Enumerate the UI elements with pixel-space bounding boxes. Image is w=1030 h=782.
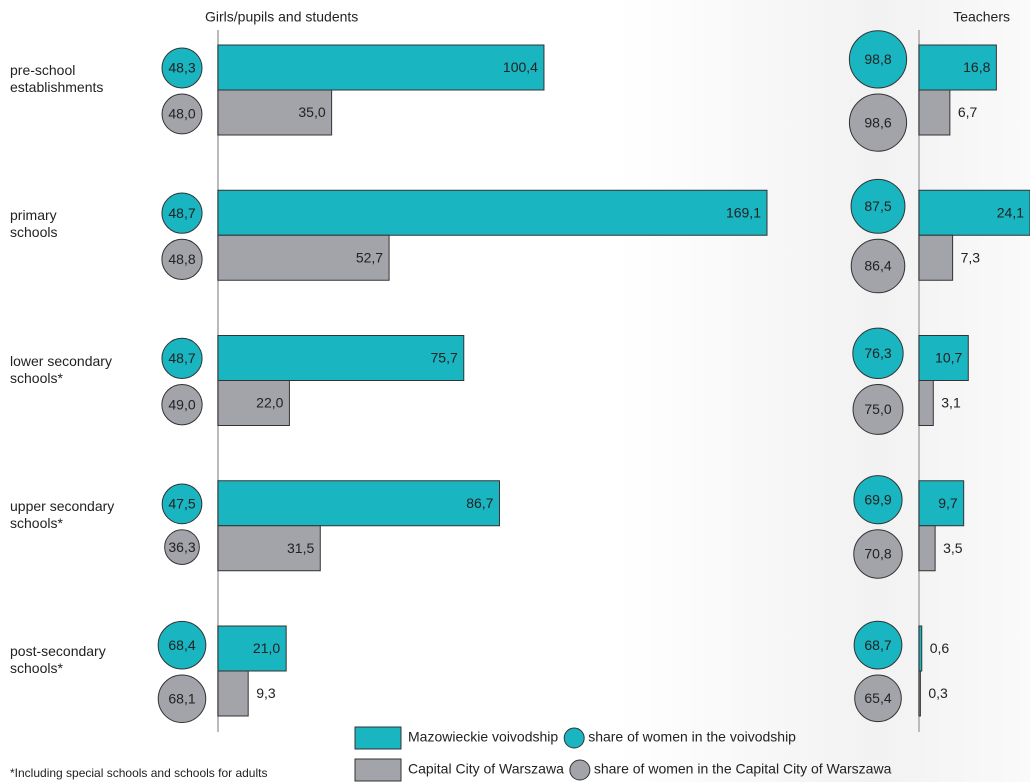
bar: [918, 89, 951, 136]
share-circle: [853, 475, 903, 525]
legend-circle: [563, 727, 585, 749]
category-label: lower secondary schools*: [10, 352, 112, 386]
value-label: 169,1: [726, 204, 761, 220]
legend-swatch: [354, 726, 402, 750]
share-label: 65,4: [864, 690, 891, 706]
share-label: 48,7: [168, 350, 195, 366]
bar: [918, 44, 997, 91]
bar: [918, 670, 921, 717]
share-label: 68,7: [864, 637, 891, 653]
share-circle: [850, 178, 906, 234]
value-label: 9,3: [256, 685, 276, 701]
value-label: 10,7: [935, 350, 962, 366]
share-circle: [161, 483, 203, 525]
category-label: primary schools: [10, 207, 58, 241]
share-label: 48,7: [168, 205, 195, 221]
value-label: 0,3: [928, 685, 948, 701]
bar: [217, 670, 249, 717]
share-label: 36,3: [168, 539, 195, 555]
legend-swatch: [354, 758, 402, 782]
share-label: 47,5: [168, 496, 195, 512]
share-circle: [157, 620, 207, 670]
bar: [217, 234, 390, 281]
bar: [217, 189, 768, 236]
share-circle: [161, 192, 203, 234]
bar: [918, 234, 954, 281]
bar: [217, 89, 333, 136]
share-label: 69,9: [864, 491, 891, 507]
value-label: 3,5: [943, 540, 963, 556]
share-circle: [161, 93, 203, 135]
footnote: *Including special schools and schools f…: [10, 766, 268, 780]
value-label: 86,7: [466, 495, 493, 511]
category-label: pre-school establishments: [10, 62, 104, 95]
bar: [217, 44, 545, 91]
value-label: 75,7: [431, 350, 458, 366]
share-label: 87,5: [864, 198, 891, 214]
share-label: 48,0: [168, 106, 195, 122]
legend-label: share of women in the Capital City of Wa…: [594, 761, 892, 777]
share-label: 98,6: [864, 114, 891, 130]
value-label: 31,5: [287, 540, 314, 556]
value-label: 24,1: [997, 204, 1024, 220]
legend-label: Capital City of Warszawa: [408, 761, 564, 777]
share-circle: [161, 238, 203, 280]
share-label: 68,4: [168, 637, 195, 653]
panel-title: Teachers: [953, 9, 1010, 25]
value-label: 21,0: [253, 640, 280, 656]
share-label: 98,8: [864, 51, 891, 67]
value-label: 22,0: [256, 395, 283, 411]
value-label: 3,1: [941, 395, 961, 411]
share-circle: [157, 674, 207, 724]
share-label: 70,8: [864, 546, 891, 562]
bar: [918, 380, 934, 426]
value-label: 0,6: [930, 640, 950, 656]
share-circle: [848, 30, 908, 89]
value-label: 6,7: [958, 104, 978, 120]
panel-title: Girls/pupils and students: [205, 9, 358, 25]
category-label: upper secondary schools*: [10, 497, 115, 531]
share-label: 48,3: [168, 60, 195, 76]
share-circle: [850, 238, 906, 294]
share-circle: [852, 327, 904, 379]
share-label: 48,8: [168, 251, 195, 267]
legend-circle: [569, 759, 591, 781]
share-circle: [853, 620, 903, 670]
value-label: 52,7: [356, 249, 383, 265]
share-circle: [161, 384, 203, 426]
legend-label: share of women in the voivodship: [588, 729, 796, 745]
value-label: 35,0: [298, 104, 325, 120]
share-circle: [854, 674, 902, 723]
legend-label: Mazowieckie voivodship: [408, 729, 558, 745]
share-circle: [848, 93, 908, 152]
share-label: 49,0: [168, 396, 195, 412]
share-circle: [164, 529, 200, 565]
bar: [217, 480, 500, 527]
bar: [217, 380, 290, 426]
bar: [918, 525, 936, 572]
bar: [217, 525, 321, 572]
value-label: 100,4: [503, 59, 538, 75]
share-circle: [161, 47, 203, 89]
share-label: 76,3: [864, 345, 891, 361]
category-label: post-secondary schools*: [10, 643, 106, 676]
value-label: 16,8: [963, 59, 990, 75]
bar: [217, 625, 287, 672]
bar: [918, 625, 923, 672]
share-label: 68,1: [168, 690, 195, 706]
share-circle: [853, 529, 903, 579]
bar: [918, 480, 965, 527]
share-circle: [161, 337, 203, 379]
share-label: 86,4: [864, 258, 891, 274]
bar: [918, 189, 1030, 236]
share-label: 75,0: [864, 401, 891, 417]
share-circle: [852, 384, 904, 435]
bar: [918, 335, 969, 381]
value-label: 7,3: [961, 249, 981, 265]
bar: [217, 335, 465, 381]
value-label: 9,7: [938, 495, 958, 511]
